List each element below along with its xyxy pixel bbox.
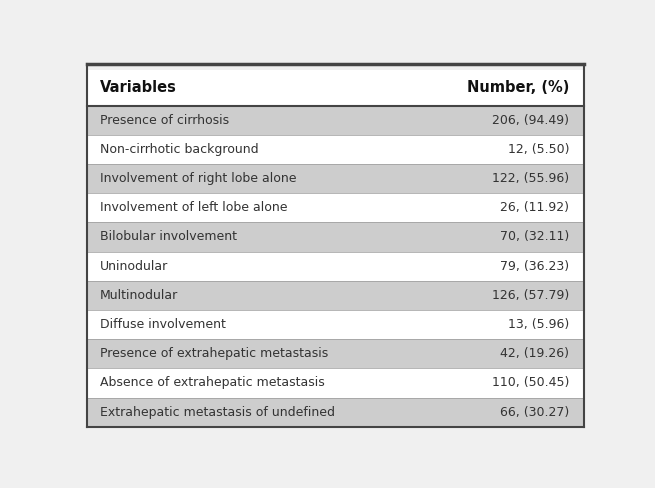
Text: Absence of extrahepatic metastasis: Absence of extrahepatic metastasis <box>100 377 324 389</box>
Text: 42, (19.26): 42, (19.26) <box>500 347 569 360</box>
Text: Involvement of left lobe alone: Involvement of left lobe alone <box>100 201 287 214</box>
Text: Involvement of right lobe alone: Involvement of right lobe alone <box>100 172 296 185</box>
Text: Diffuse involvement: Diffuse involvement <box>100 318 225 331</box>
Bar <box>87 135 584 164</box>
Text: 110, (50.45): 110, (50.45) <box>492 377 569 389</box>
Text: Uninodular: Uninodular <box>100 260 168 273</box>
Text: 66, (30.27): 66, (30.27) <box>500 406 569 419</box>
Bar <box>87 368 584 398</box>
Text: Multinodular: Multinodular <box>100 289 178 302</box>
Bar <box>87 339 584 368</box>
Text: 79, (36.23): 79, (36.23) <box>500 260 569 273</box>
Bar <box>87 252 584 281</box>
Text: Number, (%): Number, (%) <box>467 80 569 95</box>
Text: Non-cirrhotic background: Non-cirrhotic background <box>100 143 258 156</box>
Text: 12, (5.50): 12, (5.50) <box>508 143 569 156</box>
Text: 70, (32.11): 70, (32.11) <box>500 230 569 244</box>
Text: 122, (55.96): 122, (55.96) <box>492 172 569 185</box>
Text: 126, (57.79): 126, (57.79) <box>492 289 569 302</box>
Bar <box>87 223 584 252</box>
Bar <box>87 105 584 135</box>
Text: Extrahepatic metastasis of undefined: Extrahepatic metastasis of undefined <box>100 406 335 419</box>
Text: 26, (11.92): 26, (11.92) <box>500 201 569 214</box>
Bar <box>87 70 584 105</box>
Text: Variables: Variables <box>100 80 176 95</box>
Text: 13, (5.96): 13, (5.96) <box>508 318 569 331</box>
Bar <box>87 310 584 339</box>
Text: Presence of extrahepatic metastasis: Presence of extrahepatic metastasis <box>100 347 328 360</box>
Text: Bilobular involvement: Bilobular involvement <box>100 230 236 244</box>
Bar <box>87 193 584 223</box>
Bar <box>87 164 584 193</box>
Text: 206, (94.49): 206, (94.49) <box>492 114 569 126</box>
Text: Presence of cirrhosis: Presence of cirrhosis <box>100 114 229 126</box>
Bar <box>87 281 584 310</box>
Bar <box>87 398 584 427</box>
